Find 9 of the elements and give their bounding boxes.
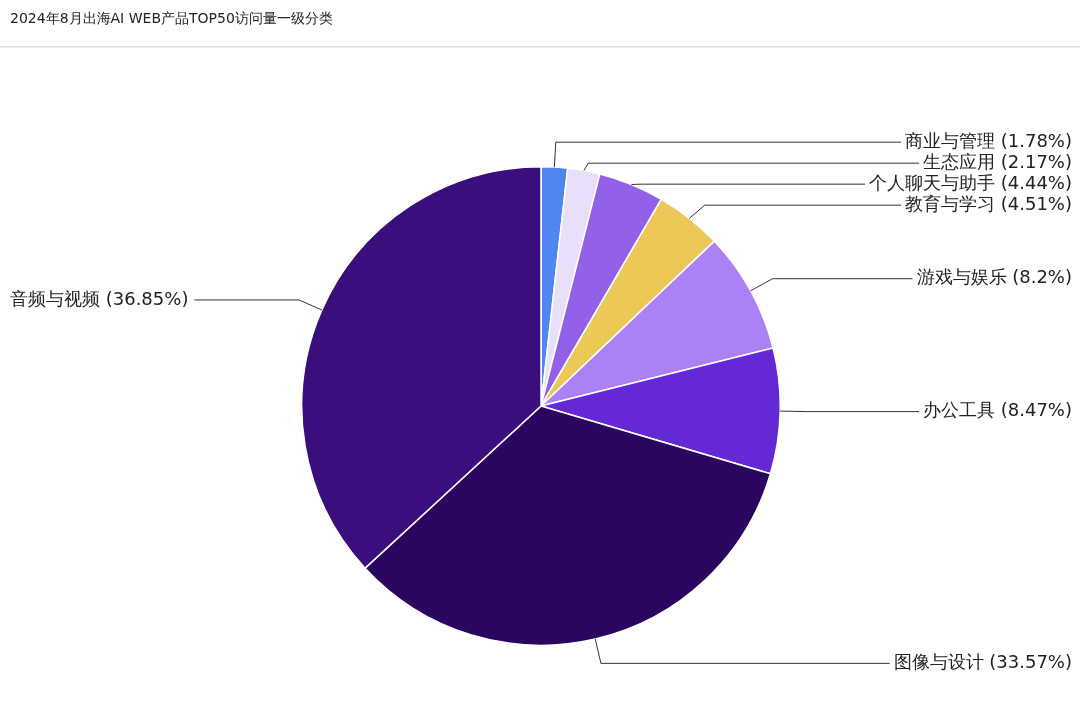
slice-label: 音频与视频 (36.85%) — [10, 287, 189, 309]
chart-title: 2024年8月出海AI WEB产品TOP50访问量一级分类 — [10, 10, 333, 28]
slice-label: 商业与管理 (1.78%) — [905, 129, 1072, 151]
slice-label: 图像与设计 (33.57%) — [893, 651, 1073, 673]
slice-label: 生态应用 (2.17%) — [923, 150, 1072, 172]
slice-label: 游戏与娱乐 (8.2%) — [916, 266, 1072, 288]
slice-label: 办公工具 (8.47%) — [923, 399, 1072, 421]
slice-label: 个人聊天与助手 (4.44%) — [869, 171, 1072, 193]
slice-label: 教育与学习 (4.51%) — [905, 192, 1072, 214]
